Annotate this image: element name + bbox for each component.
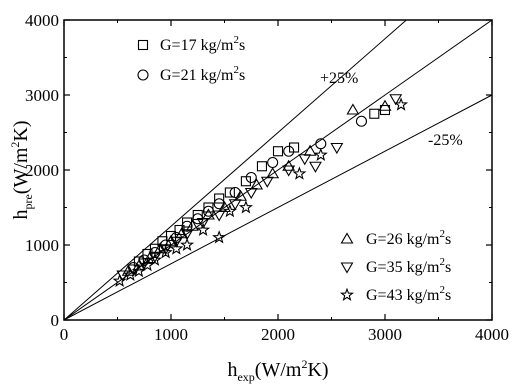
data-point-triangle-down	[299, 155, 310, 165]
data-point-square	[257, 162, 266, 171]
legend-label: G=21 kg/m2s	[160, 64, 245, 84]
data-point-triangle-up	[347, 105, 358, 115]
legend-marker-star	[341, 289, 352, 299]
minus-25-label: -25%	[428, 132, 463, 149]
y-tick-label: 3000	[25, 86, 59, 105]
legend-marker-triangle-up	[342, 234, 353, 244]
data-point-triangle-down	[230, 200, 241, 210]
reference-line-labels: +25% -25%	[320, 70, 463, 149]
legend-marker-circle	[138, 70, 148, 80]
legend-label: G=43 kg/m2s	[366, 284, 451, 304]
legend-label: G=26 kg/m2s	[366, 228, 451, 248]
x-tick-label: 2000	[261, 325, 295, 344]
x-tick-label: 3000	[368, 325, 402, 344]
legend-marker-triangle-down	[342, 263, 353, 273]
data-point-triangle-down	[310, 162, 321, 172]
data-point-star	[182, 239, 193, 249]
y-axis-label: hpre(W/m2K)	[8, 120, 35, 219]
data-point-circle	[284, 146, 294, 156]
data-point-circle	[356, 116, 366, 126]
x-tick-label: 1000	[154, 325, 188, 344]
x-axis-label: hexp(W/m2K)	[227, 357, 328, 384]
x-tick-label: 4000	[475, 325, 509, 344]
legend-marker-square	[139, 41, 148, 50]
data-point-triangle-down	[214, 211, 225, 221]
data-point-square	[370, 109, 379, 118]
data-point-circle	[230, 188, 240, 198]
data-point-triangle-down	[262, 177, 273, 187]
data-point-star	[396, 99, 407, 109]
legend-label: G=17 kg/m2s	[160, 34, 245, 54]
data-point-square	[274, 147, 283, 156]
legend: G=17 kg/m2s G=21 kg/m2s G=26 kg/m2s G=35 kg…	[138, 34, 451, 304]
data-points	[114, 95, 406, 286]
data-point-triangle-down	[246, 189, 257, 199]
data-point-circle	[246, 173, 256, 183]
y-tick-label: 1000	[25, 236, 59, 255]
data-point-star	[240, 202, 251, 212]
legend-label: G=35 kg/m2s	[366, 256, 451, 276]
data-point-triangle-down	[331, 144, 342, 154]
data-point-circle	[268, 158, 278, 168]
x-tick-label: 0	[60, 325, 69, 344]
y-tick-label: 4000	[25, 11, 59, 30]
data-point-star	[315, 149, 326, 159]
plus-25-label: +25%	[320, 70, 358, 87]
y-tick-label: 0	[51, 311, 60, 330]
data-point-star	[294, 168, 305, 178]
data-point-circle	[214, 199, 224, 209]
